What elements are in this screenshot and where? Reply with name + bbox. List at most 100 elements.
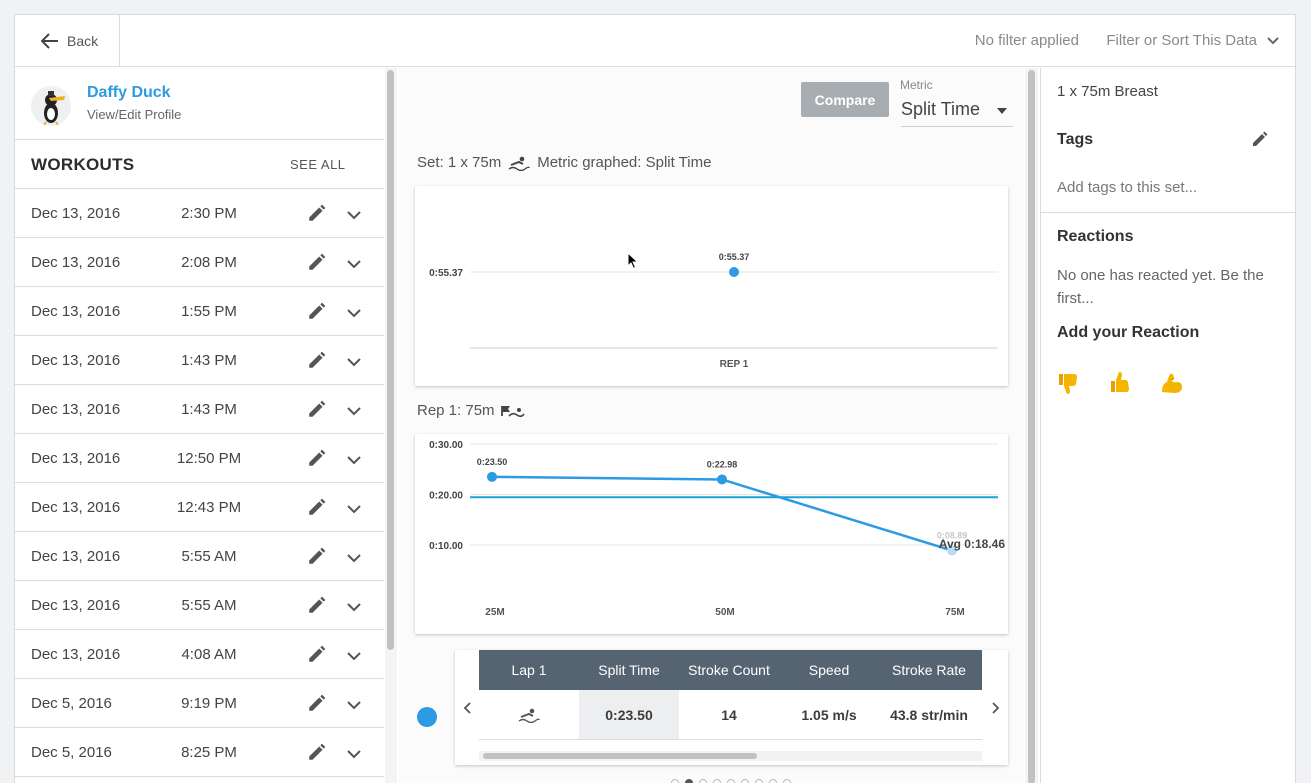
- y-tick-label: 0:20.00: [429, 491, 463, 502]
- pencil-icon[interactable]: [307, 301, 327, 326]
- rep-title: Rep 1: 75m: [417, 402, 525, 419]
- profile-name[interactable]: Daffy Duck: [87, 84, 171, 101]
- workout-time: 12:43 PM: [176, 499, 242, 516]
- back-button[interactable]: Back: [15, 15, 120, 67]
- thumbs-down-icon[interactable]: [1055, 370, 1081, 396]
- see-all-link[interactable]: SEE ALL: [290, 157, 346, 172]
- list-item[interactable]: Dec 13, 2016 5:55 AM: [15, 532, 384, 581]
- chevron-down-icon[interactable]: [347, 599, 361, 617]
- chevron-down-icon[interactable]: [347, 207, 361, 225]
- workout-time: 2:30 PM: [181, 205, 237, 222]
- pencil-icon[interactable]: [307, 399, 327, 424]
- data-label: 0:22.98: [707, 459, 738, 469]
- x-tick-label: 50M: [715, 607, 734, 618]
- chevron-down-icon[interactable]: [347, 403, 361, 421]
- list-item[interactable]: Dec 13, 2016 12:43 PM: [15, 483, 384, 532]
- pager-dot[interactable]: [769, 779, 777, 783]
- workout-time: 12:50 PM: [176, 450, 242, 467]
- left-scrollbar[interactable]: [385, 68, 397, 783]
- pager-dot[interactable]: [685, 779, 693, 783]
- chevron-down-icon[interactable]: [347, 501, 361, 519]
- workout-date: Dec 13, 2016: [31, 401, 121, 418]
- list-item[interactable]: Dec 13, 2016 2:30 PM: [15, 189, 384, 238]
- data-label: 0:55.37: [719, 252, 750, 262]
- data-label: 0:23.50: [477, 457, 508, 467]
- chevron-down-icon[interactable]: [347, 550, 361, 568]
- flexed-biceps-icon[interactable]: [1159, 370, 1185, 396]
- chevron-down-icon[interactable]: [347, 354, 361, 372]
- table-row: 0:23.50 14 1.05 m/s 43.8 str/min: [479, 690, 982, 740]
- chevron-down-icon[interactable]: [347, 305, 361, 323]
- workout-date: Dec 13, 2016: [31, 254, 121, 271]
- chevron-down-icon[interactable]: [347, 648, 361, 666]
- app-frame: Back No filter applied Filter or Sort Th…: [14, 14, 1296, 783]
- workout-date: Dec 13, 2016: [31, 646, 121, 663]
- avatar[interactable]: [31, 86, 71, 126]
- pencil-icon[interactable]: [307, 742, 327, 767]
- add-tags-input[interactable]: Add tags to this set...: [1057, 179, 1198, 196]
- workout-date: Dec 13, 2016: [31, 205, 121, 222]
- list-item[interactable]: Dec 5, 2016 8:25 PM: [15, 728, 384, 777]
- pager-dot[interactable]: [699, 779, 707, 783]
- workout-time: 8:25 PM: [181, 744, 237, 761]
- metric-select[interactable]: Split Time: [901, 99, 1013, 127]
- workout-time: 1:43 PM: [181, 401, 237, 418]
- rep-title-text: Rep 1: 75m: [417, 402, 495, 419]
- pencil-icon[interactable]: [307, 644, 327, 669]
- list-item[interactable]: Dec 13, 2016 1:43 PM: [15, 336, 384, 385]
- list-item[interactable]: Dec 5, 2016 9:19 PM: [15, 679, 384, 728]
- list-item[interactable]: Dec 13, 2016 2:08 PM: [15, 238, 384, 287]
- workout-time: 2:08 PM: [181, 254, 237, 271]
- compare-button[interactable]: Compare: [801, 82, 889, 117]
- filter-sort-button[interactable]: Filter or Sort This Data: [1106, 32, 1279, 49]
- view-edit-profile-link[interactable]: View/Edit Profile: [87, 107, 182, 122]
- list-item[interactable]: Dec 13, 2016 12:50 PM: [15, 434, 384, 483]
- list-item[interactable]: Dec 13, 2016 5:55 AM: [15, 581, 384, 630]
- lap-table-header: Lap 1 Split Time Stroke Count Speed Stro…: [479, 650, 982, 690]
- tags-edit-button[interactable]: [1251, 130, 1269, 153]
- pencil-icon[interactable]: [307, 693, 327, 718]
- lap-table-card: Lap 1 Split Time Stroke Count Speed Stro…: [455, 650, 1008, 765]
- workouts-title: WORKOUTS: [31, 155, 135, 174]
- thumbs-up-icon[interactable]: [1107, 370, 1133, 396]
- list-item[interactable]: Dec 13, 2016 4:08 AM: [15, 630, 384, 679]
- lap-table: Lap 1 Split Time Stroke Count Speed Stro…: [479, 650, 982, 740]
- pager-dots: [671, 779, 791, 783]
- pager-dot[interactable]: [783, 779, 791, 783]
- pager-dot[interactable]: [727, 779, 735, 783]
- pencil-icon[interactable]: [307, 350, 327, 375]
- pencil-icon[interactable]: [307, 546, 327, 571]
- table-scrollbar[interactable]: [479, 751, 982, 761]
- caret-down-icon: [997, 108, 1007, 114]
- workout-date: Dec 5, 2016: [31, 744, 112, 761]
- chevron-down-icon: [1267, 36, 1279, 44]
- list-item[interactable]: Dec 13, 2016 1:43 PM: [15, 385, 384, 434]
- pencil-icon[interactable]: [307, 497, 327, 522]
- speed-cell: 1.05 m/s: [801, 706, 857, 723]
- chevron-down-icon[interactable]: [347, 697, 361, 715]
- table-next-button[interactable]: [984, 650, 1008, 765]
- add-reaction-title: Add your Reaction: [1057, 324, 1200, 341]
- pencil-icon[interactable]: [307, 252, 327, 277]
- y-tick-label: 0:30.00: [429, 440, 463, 451]
- profile-card[interactable]: Daffy Duck View/Edit Profile: [15, 68, 384, 140]
- chevron-down-icon[interactable]: [347, 256, 361, 274]
- workouts-header: WORKOUTS SEE ALL: [15, 140, 384, 189]
- pager-dot[interactable]: [741, 779, 749, 783]
- workout-time: 4:08 AM: [181, 646, 237, 663]
- y-tick-label: 0:10.00: [429, 541, 463, 552]
- main-scrollbar[interactable]: [1025, 68, 1038, 783]
- pencil-icon[interactable]: [307, 448, 327, 473]
- filter-status: No filter applied: [974, 32, 1079, 49]
- chevron-down-icon[interactable]: [347, 452, 361, 470]
- lap-indicator-dot[interactable]: [417, 707, 437, 727]
- left-panel: Daffy Duck View/Edit Profile WORKOUTS SE…: [15, 68, 384, 783]
- pager-dot[interactable]: [755, 779, 763, 783]
- list-item[interactable]: Dec 13, 2016 1:55 PM: [15, 287, 384, 336]
- chevron-down-icon[interactable]: [347, 746, 361, 764]
- pencil-icon[interactable]: [307, 595, 327, 620]
- table-prev-button[interactable]: [455, 650, 479, 765]
- pencil-icon[interactable]: [307, 203, 327, 228]
- pager-dot[interactable]: [671, 779, 679, 783]
- pager-dot[interactable]: [713, 779, 721, 783]
